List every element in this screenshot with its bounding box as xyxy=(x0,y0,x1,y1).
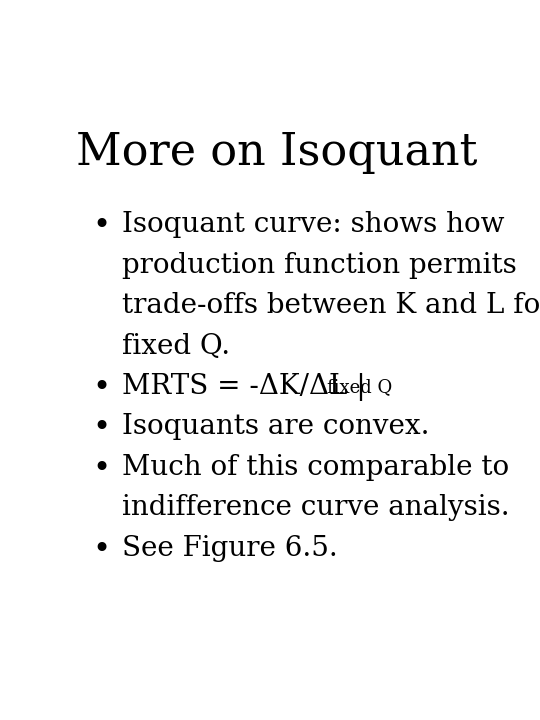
Text: See Figure 6.5.: See Figure 6.5. xyxy=(122,535,338,562)
Text: trade-offs between K and L for: trade-offs between K and L for xyxy=(122,292,540,319)
Text: Isoquant curve: shows how: Isoquant curve: shows how xyxy=(122,211,504,238)
Text: More on Isoquant: More on Isoquant xyxy=(76,131,477,174)
Text: Isoquants are convex.: Isoquants are convex. xyxy=(122,413,429,441)
Text: •: • xyxy=(92,535,110,566)
Text: production function permits: production function permits xyxy=(122,251,517,279)
Text: fixed Q.: fixed Q. xyxy=(122,333,230,359)
Text: •: • xyxy=(92,413,110,444)
Text: •: • xyxy=(92,373,110,404)
Text: MRTS = -ΔK/ΔL |: MRTS = -ΔK/ΔL | xyxy=(122,373,366,401)
Text: •: • xyxy=(92,211,110,242)
Text: indifference curve analysis.: indifference curve analysis. xyxy=(122,495,510,521)
Text: •: • xyxy=(92,454,110,485)
Text: fixed Q: fixed Q xyxy=(327,379,392,397)
Text: Much of this comparable to: Much of this comparable to xyxy=(122,454,509,481)
